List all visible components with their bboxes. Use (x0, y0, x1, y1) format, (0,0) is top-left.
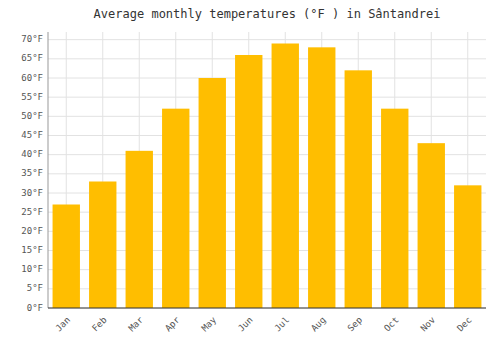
bar (199, 78, 226, 308)
y-tick-label: 50°F (21, 111, 43, 121)
y-tick-label: 0°F (27, 303, 43, 313)
y-axis-line (48, 32, 49, 308)
x-tick-label: Oct (382, 315, 401, 334)
y-tick-label: 45°F (21, 130, 43, 140)
axes: 0°F 5°F 10°F 15°F 20°F 25°F 30°F 35°F 40°F 45°F 50… (21, 32, 486, 333)
y-tick-label: 35°F (21, 168, 43, 178)
title: Average monthly temperatures (°F ) in Sâ… (94, 7, 441, 21)
x-tick-label: May (200, 314, 219, 333)
bar (272, 44, 299, 309)
bar (308, 47, 335, 308)
y-grid-line (48, 39, 486, 40)
x-tick-label: Dec (455, 315, 474, 334)
y-tick-label: 25°F (21, 207, 43, 217)
x-tick-label: Feb (90, 315, 109, 334)
x-tick-label: Jun (236, 315, 255, 334)
y-tick-label: 10°F (21, 264, 43, 274)
y-grid-line (48, 116, 486, 117)
bar (418, 143, 445, 308)
chart-svg: 0°F 5°F 10°F 15°F 20°F 25°F 30°F 35°F 40°F 45°F 50… (0, 0, 500, 350)
y-tick-label: 65°F (21, 53, 43, 63)
y-grid-line (48, 135, 486, 136)
x-tick-label: Sep (346, 315, 365, 334)
x-tick-label: Jul (273, 315, 292, 334)
chart-container: 0°F 5°F 10°F 15°F 20°F 25°F 30°F 35°F 40°F 45°F 50… (0, 0, 500, 350)
y-tick-label: 40°F (21, 149, 43, 159)
bar (53, 205, 80, 309)
y-tick-label: 70°F (21, 34, 43, 44)
y-grid-line (48, 97, 486, 98)
bar (345, 70, 372, 308)
x-axis-line (48, 308, 486, 309)
y-grid-line (48, 58, 486, 59)
y-tick-label: 55°F (21, 92, 43, 102)
bar (162, 109, 189, 308)
y-tick-label: 60°F (21, 73, 43, 83)
x-tick-label: Jan (54, 315, 73, 334)
y-tick-label: 20°F (21, 226, 43, 236)
bars (53, 44, 482, 309)
bar (126, 151, 153, 308)
y-tick-label: 5°F (27, 283, 43, 293)
x-tick-label: Aug (309, 315, 328, 334)
bar (235, 55, 262, 308)
bar (454, 185, 481, 308)
x-tick-label: Nov (419, 315, 438, 334)
y-tick-label: 15°F (21, 245, 43, 255)
grid (48, 32, 486, 308)
y-grid-line (48, 308, 486, 309)
y-grid-line (48, 78, 486, 79)
bar (381, 109, 408, 308)
bar (89, 182, 116, 309)
y-tick-label: 30°F (21, 188, 43, 198)
x-tick-label: Mar (127, 314, 146, 333)
x-tick-label: Apr (163, 314, 182, 333)
